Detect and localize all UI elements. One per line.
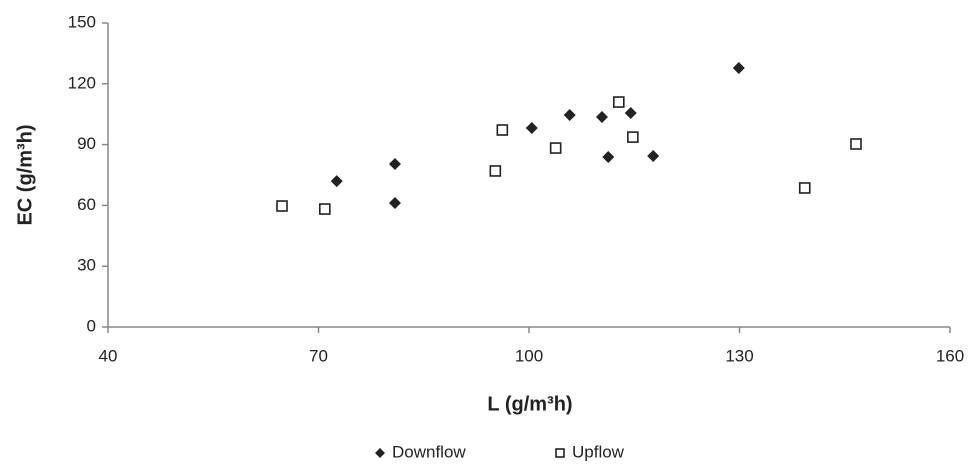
point <box>602 150 615 163</box>
x-tick-label: 40 <box>99 346 118 365</box>
point <box>330 175 343 188</box>
y-tick-label: 120 <box>68 73 96 92</box>
point <box>624 106 637 119</box>
point <box>549 142 562 154</box>
point <box>732 61 745 74</box>
point <box>798 182 811 194</box>
x-tick-label: 70 <box>309 346 328 365</box>
point <box>563 109 576 122</box>
legend-label: Upflow <box>572 442 625 461</box>
point <box>613 96 625 108</box>
y-tick-label: 90 <box>77 134 96 153</box>
x-axis-title: L (g/m³h) <box>487 393 572 415</box>
point <box>496 124 509 136</box>
point <box>276 200 288 212</box>
point <box>627 131 639 143</box>
point <box>489 165 502 177</box>
point <box>388 158 401 171</box>
point <box>388 196 401 209</box>
y-tick-label: 0 <box>87 316 96 335</box>
point <box>319 203 331 215</box>
legend-marker <box>555 448 565 458</box>
y-tick-label: 30 <box>77 256 96 275</box>
legend-marker <box>375 448 385 458</box>
point <box>595 111 608 124</box>
point <box>850 138 862 150</box>
x-tick-label: 130 <box>725 346 753 365</box>
y-axis-title: EC (g/m³h) <box>14 124 36 225</box>
y-tick-label: 60 <box>77 195 96 214</box>
legend-label: Downflow <box>392 442 466 461</box>
x-tick-label: 100 <box>515 346 543 365</box>
x-tick-label: 160 <box>936 346 964 365</box>
point <box>647 149 660 162</box>
point <box>525 121 538 134</box>
y-tick-label: 150 <box>68 12 96 31</box>
